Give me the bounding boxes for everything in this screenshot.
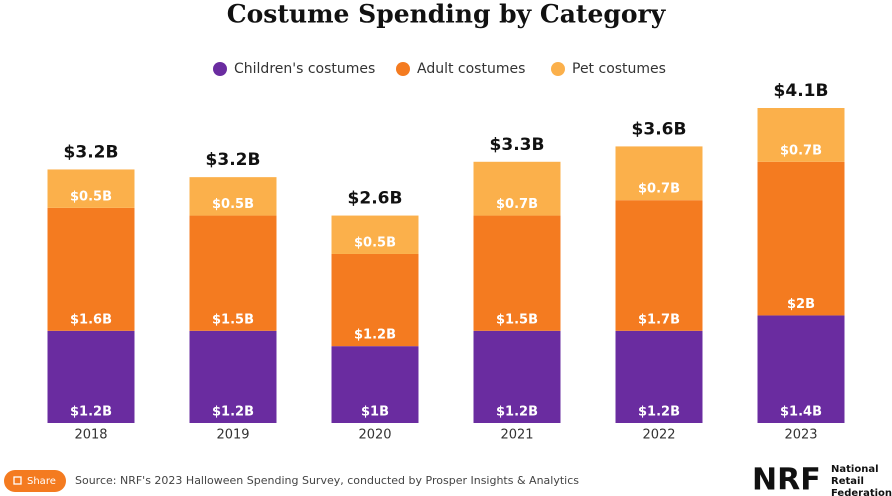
value-label: $1.5B bbox=[496, 312, 538, 327]
share-bg[interactable] bbox=[4, 470, 66, 492]
share-icon[interactable] bbox=[13, 476, 22, 485]
x-tick-label: 2020 bbox=[358, 428, 391, 443]
value-label: $1.2B bbox=[212, 405, 254, 420]
bar-segment bbox=[331, 215, 419, 254]
x-tick-label: 2023 bbox=[784, 428, 817, 443]
bar-segment bbox=[331, 253, 419, 347]
total-label: $3.2B bbox=[64, 142, 119, 162]
legend-swatch bbox=[551, 62, 565, 76]
chart-title: Costume Spending by Category bbox=[227, 0, 667, 29]
bar-segment bbox=[189, 330, 277, 423]
value-label: $1.4B bbox=[780, 405, 822, 420]
source: Source: NRF's 2023 Halloween Spending Su… bbox=[75, 474, 579, 487]
value-label: $0.7B bbox=[780, 143, 822, 158]
value-label: $0.7B bbox=[496, 197, 538, 212]
value-label: $0.5B bbox=[354, 235, 396, 250]
bar-segment bbox=[757, 315, 845, 423]
x-tick-label: 2018 bbox=[74, 428, 107, 443]
value-label: $1.5B bbox=[212, 312, 254, 327]
legend-swatch bbox=[396, 62, 410, 76]
bar-segment bbox=[47, 207, 135, 331]
bar-segment bbox=[757, 161, 845, 316]
legend-label: Children's costumes bbox=[234, 61, 375, 77]
logo: NRF bbox=[752, 463, 821, 496]
bar-segment bbox=[331, 346, 419, 423]
logo-line: National bbox=[831, 464, 879, 475]
value-label: $1.2B bbox=[638, 405, 680, 420]
share-label[interactable]: Share bbox=[27, 476, 56, 487]
bar-segment bbox=[189, 215, 277, 331]
value-label: $1B bbox=[361, 405, 389, 420]
value-label: $1.6B bbox=[70, 312, 112, 327]
bar-segment bbox=[615, 330, 703, 423]
total-label: $3.2B bbox=[206, 150, 261, 170]
legend-label: Pet costumes bbox=[572, 61, 666, 77]
total-label: $3.3B bbox=[490, 135, 545, 155]
x-tick-label: 2021 bbox=[500, 428, 533, 443]
x-tick-label: 2019 bbox=[216, 428, 249, 443]
bar-segment bbox=[473, 161, 561, 216]
total-label: $4.1B bbox=[774, 81, 829, 101]
bar-segment bbox=[189, 177, 277, 216]
legend-swatch bbox=[213, 62, 227, 76]
value-label: $2B bbox=[787, 297, 815, 312]
value-label: $0.5B bbox=[70, 189, 112, 204]
value-label: $1.2B bbox=[354, 328, 396, 343]
bar-segment bbox=[757, 108, 845, 162]
total-label: $3.6B bbox=[632, 119, 687, 139]
bar-segment bbox=[473, 215, 561, 331]
value-label: $1.2B bbox=[70, 405, 112, 420]
bar-segment bbox=[473, 330, 561, 423]
bar-segment bbox=[615, 200, 703, 331]
logo-line: Federation bbox=[831, 488, 892, 496]
legend-label: Adult costumes bbox=[417, 61, 525, 77]
value-label: $1.2B bbox=[496, 405, 538, 420]
total-label: $2.6B bbox=[348, 189, 403, 209]
share-button[interactable]: Share bbox=[4, 470, 66, 492]
x-tick-label: 2022 bbox=[642, 428, 675, 443]
bar-segment bbox=[615, 146, 703, 201]
value-label: $0.7B bbox=[638, 182, 680, 197]
value-label: $0.5B bbox=[212, 197, 254, 212]
value-label: $1.7B bbox=[638, 312, 680, 327]
bar-segment bbox=[47, 330, 135, 423]
bar-segment bbox=[47, 169, 135, 208]
logo-line: Retail bbox=[831, 476, 864, 487]
